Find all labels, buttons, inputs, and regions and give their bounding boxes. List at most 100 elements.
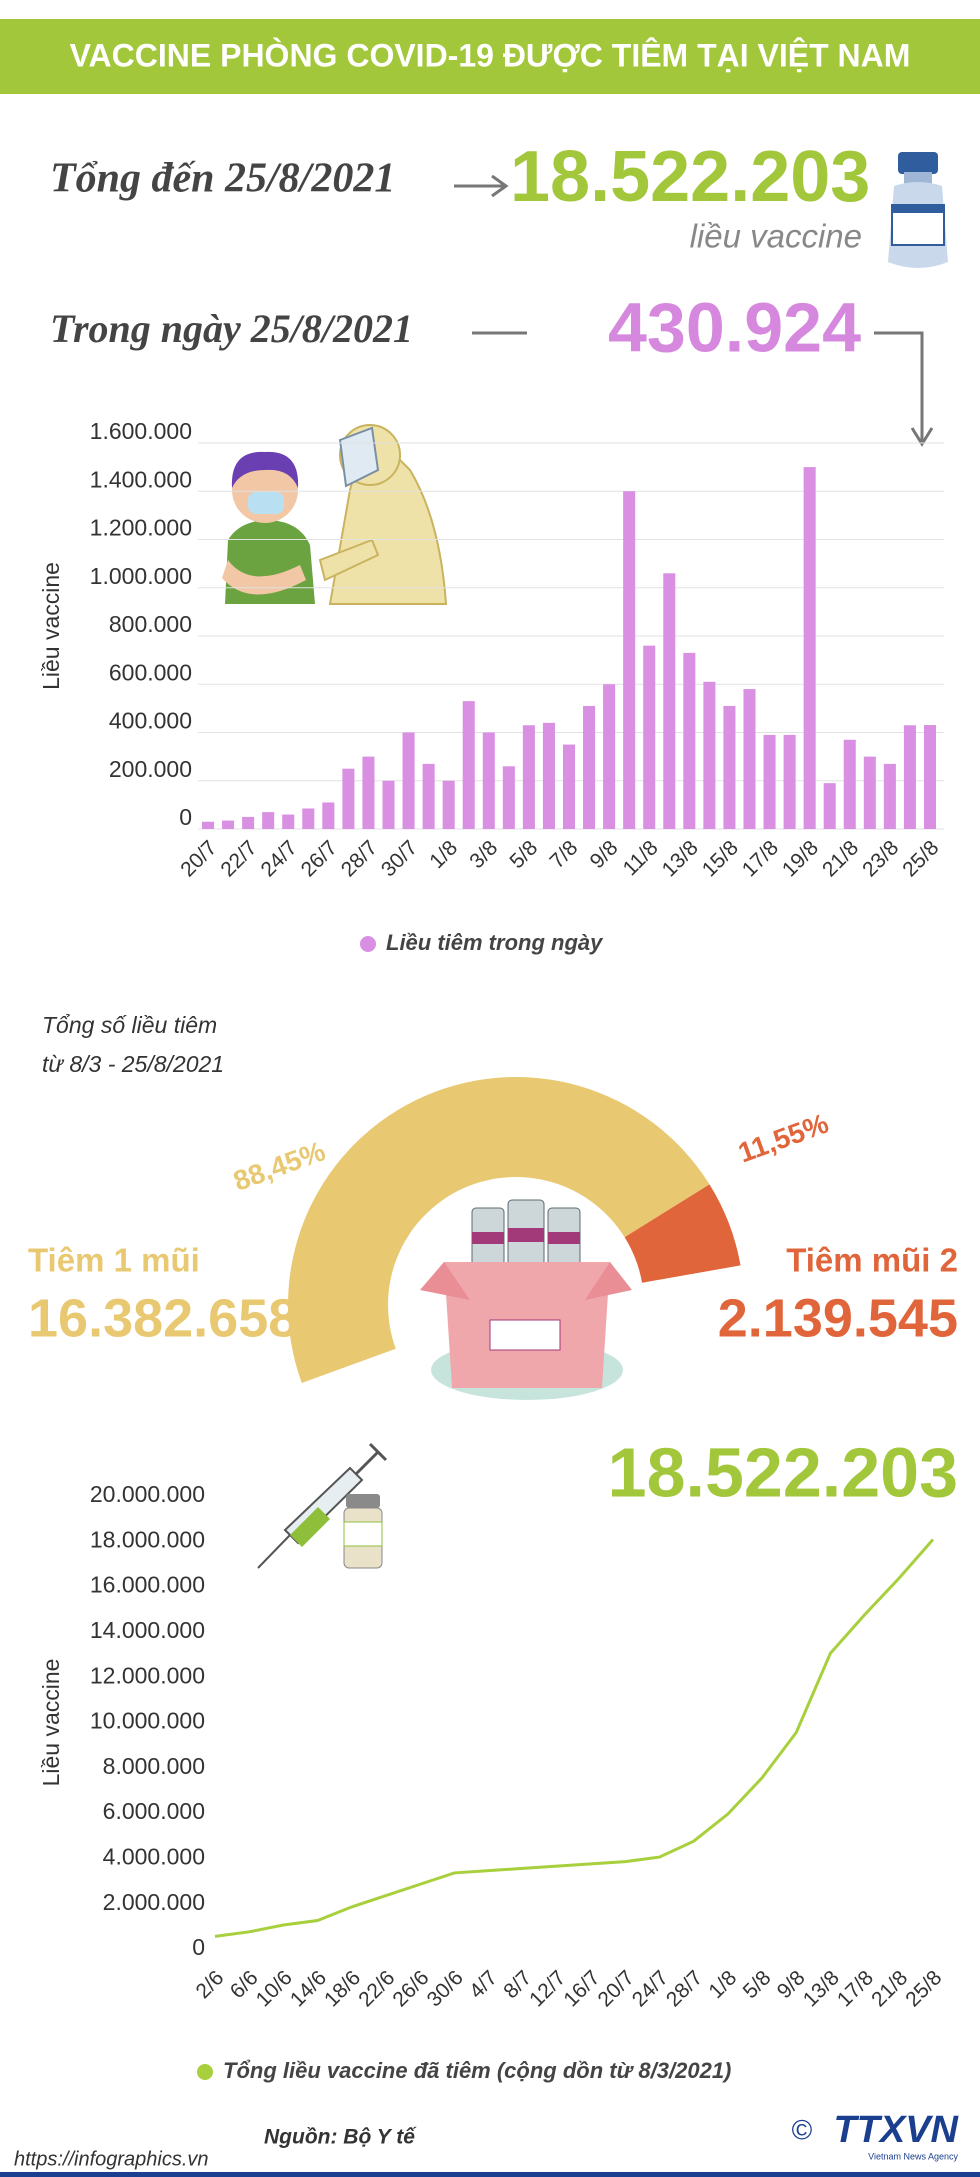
y-tick-label: 0 (179, 804, 192, 830)
x-tick-label: 11/8 (619, 836, 663, 880)
logo-sub: Vietnam News Agency (868, 2151, 958, 2161)
bar (803, 467, 816, 829)
bar (603, 684, 616, 829)
x-tick-label: 9/8 (586, 836, 623, 873)
x-tick-label: 22/7 (216, 836, 261, 881)
vial-icon (888, 152, 948, 268)
bar (342, 768, 355, 829)
bar (282, 814, 295, 829)
y-tick-label: 1.600.000 (90, 418, 192, 444)
bar (362, 756, 375, 829)
x-tick-label: 26/6 (388, 1966, 433, 2011)
x-tick-label: 22/6 (354, 1966, 399, 2011)
y-tick-label: 6.000.000 (103, 1798, 205, 1824)
bar (703, 681, 716, 829)
footer-bar (0, 2172, 980, 2177)
bar (262, 812, 275, 829)
y-tick-label: 12.000.000 (90, 1662, 205, 1688)
bar (583, 705, 596, 829)
bar (562, 744, 576, 829)
y-tick-label: 16.000.000 (90, 1572, 205, 1598)
legend-label: Tổng liều vaccine đã tiêm (cộng dồn từ 8… (223, 2058, 731, 2083)
annotation: 18.522.203 (608, 1433, 958, 1511)
source: Nguồn: Bộ Y tế (264, 2126, 417, 2149)
x-tick-label: 17/8 (738, 836, 783, 881)
y-tick-label: 10.000.000 (90, 1708, 205, 1734)
y-tick-label: 14.000.000 (90, 1617, 205, 1643)
bar (723, 705, 736, 829)
x-tick-label: 21/8 (867, 1966, 912, 2011)
x-tick-label: 30/7 (377, 836, 422, 881)
gauge-segment (287, 1076, 710, 1383)
x-tick-label: 1/8 (425, 836, 462, 873)
x-tick-label: 20/7 (176, 836, 221, 881)
legend-marker (360, 936, 376, 952)
bar (242, 816, 255, 829)
x-tick-label: 5/8 (505, 836, 542, 873)
x-tick-label: 21/8 (818, 836, 863, 881)
x-tick-label: 12/7 (525, 1966, 570, 2011)
x-tick-label: 4/7 (465, 1966, 502, 2003)
line (214, 1538, 935, 1938)
x-tick-label: 23/8 (858, 836, 903, 881)
bar (402, 732, 415, 829)
legend-label: Liều tiêm trong ngày (386, 930, 604, 955)
bar (763, 734, 776, 829)
x-tick-label: 24/7 (257, 836, 302, 881)
x-tick-label: 26/7 (297, 836, 342, 881)
x-tick-label: 28/7 (337, 836, 382, 881)
bar (502, 766, 515, 829)
y-tick-label: 0 (192, 1934, 205, 1960)
y-tick-label: 4.000.000 (103, 1843, 205, 1869)
x-tick-label: 24/7 (628, 1966, 673, 2011)
logo: TTXVN (833, 2109, 959, 2151)
bar (202, 821, 215, 829)
bar (623, 491, 636, 829)
x-tick-label: 18/6 (320, 1966, 365, 2011)
total-label: Tổng đến 25/8/2021 (50, 156, 395, 202)
y-tick-label: 1.000.000 (90, 563, 192, 589)
y-tick-label: 400.000 (109, 708, 192, 734)
x-tick-label: 5/8 (739, 1966, 776, 2003)
x-tick-label: 15/8 (698, 836, 743, 881)
x-tick-label: 25/8 (898, 836, 943, 881)
bar (663, 573, 676, 829)
total-unit: liều vaccine (690, 218, 862, 255)
category-label: Tiêm mũi 2 (786, 1242, 958, 1279)
bar (322, 802, 335, 829)
y-axis-label: Liều vaccine (38, 562, 64, 690)
y-tick-label: 200.000 (109, 756, 192, 782)
y-tick-label: 1.200.000 (90, 515, 192, 541)
bar (923, 725, 936, 829)
x-tick-label: 10/6 (252, 1966, 297, 2011)
arrow (454, 174, 509, 198)
bar (302, 808, 315, 829)
bar (382, 780, 395, 829)
x-tick-label: 25/8 (901, 1966, 946, 2011)
bar (482, 732, 495, 829)
url[interactable]: https://infographics.vn (14, 2148, 209, 2170)
arrow (874, 331, 934, 447)
bar (683, 652, 696, 829)
bar (643, 645, 656, 829)
bar (883, 763, 896, 829)
x-tick-label: 30/6 (423, 1966, 468, 2011)
x-tick-label: 2/6 (192, 1966, 229, 2003)
x-tick-label: 28/7 (662, 1966, 707, 2011)
bar (863, 756, 876, 829)
illustration-box (420, 1199, 632, 1400)
x-tick-label: 19/8 (778, 836, 823, 881)
bar (823, 783, 836, 829)
y-tick-label: 18.000.000 (90, 1526, 205, 1552)
copyright: © (792, 2114, 813, 2145)
illustration-syringe (257, 1442, 388, 1569)
x-tick-label: 16/7 (559, 1966, 604, 2011)
y-tick-label: 800.000 (109, 611, 192, 637)
bar (522, 725, 535, 829)
y-tick-label: 600.000 (109, 659, 192, 685)
value-label: 11,55% (734, 1107, 832, 1168)
bar (462, 701, 475, 829)
y-tick-label: 8.000.000 (103, 1753, 205, 1779)
